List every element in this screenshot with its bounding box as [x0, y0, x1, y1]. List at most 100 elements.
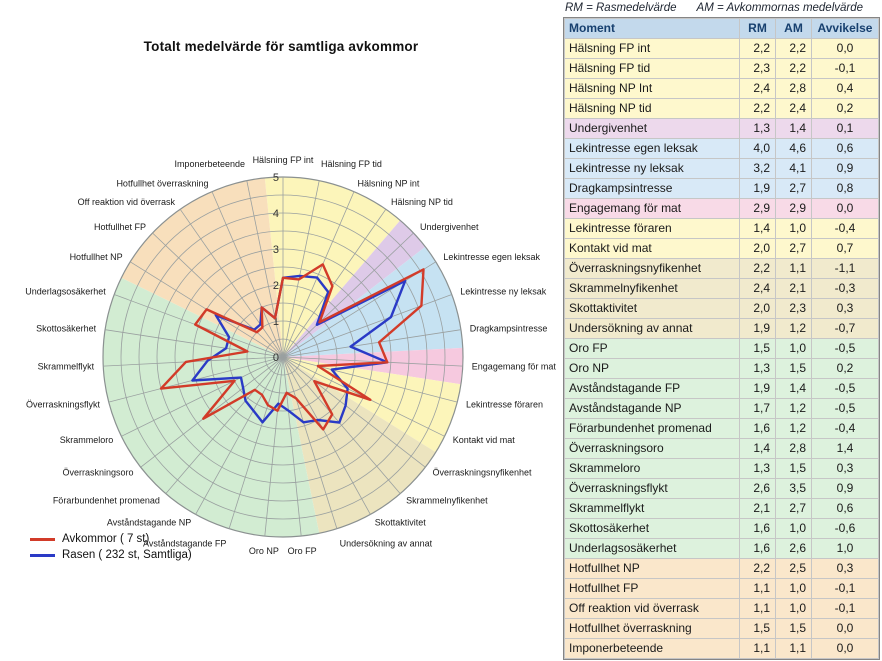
am-cell: 2,9 — [776, 199, 811, 218]
moment-cell: Lekintresse föraren — [565, 219, 739, 238]
rm-cell: 4,0 — [740, 139, 775, 158]
avvikelse-cell: -0,4 — [812, 219, 878, 238]
axis-spoke — [282, 356, 371, 515]
moments-table: Moment RM AM Avvikelse Hälsning FP int 2,… — [563, 17, 880, 660]
am-cell: 2,2 — [776, 59, 811, 78]
avvikelse-cell: 0,6 — [812, 139, 878, 158]
rm-cell: 2,0 — [740, 299, 775, 318]
moment-cell: Hotfullhet NP — [565, 559, 739, 578]
axis-label: Kontakt vid mat — [453, 435, 516, 445]
rm-cell: 1,4 — [740, 439, 775, 458]
am-cell: 4,1 — [776, 159, 811, 178]
avvikelse-cell: -0,5 — [812, 379, 878, 398]
axis-spoke — [282, 356, 302, 537]
table-header-row: Moment RM AM Avvikelse — [565, 19, 878, 38]
rm-cell: 1,1 — [740, 579, 775, 598]
table-row: Skottosäkerhet 1,6 1,0 -0,6 — [565, 519, 878, 538]
axis-spoke — [282, 180, 320, 358]
scale-tick-label: 0 — [273, 352, 279, 364]
avvikelse-cell: 0,0 — [812, 619, 878, 638]
legend-item-avkommor: Avkommor ( 7 st) — [30, 531, 192, 547]
moment-cell: Hälsning FP int — [565, 39, 739, 58]
axis-spoke — [282, 356, 463, 367]
avvikelse-cell: -0,6 — [812, 519, 878, 538]
am-cell: 1,5 — [776, 359, 811, 378]
category-wedge-yellow — [264, 176, 401, 357]
abbreviation-note: RM = Rasmedelvärde AM = Avkommornas medel… — [562, 0, 882, 17]
table-row: Hälsning NP tid 2,2 2,4 0,2 — [565, 99, 878, 118]
avvikelse-cell: 0,2 — [812, 359, 878, 378]
am-definition: AM = Avkommornas medelvärde — [696, 2, 864, 14]
moment-cell: Överraskningsflykt — [565, 479, 739, 498]
axis-label: Lekintresse egen leksak — [443, 252, 540, 262]
series-line-avkommor — [159, 263, 425, 431]
avvikelse-cell: 0,4 — [812, 79, 878, 98]
table-row: Överraskningsoro 1,4 2,8 1,4 — [565, 439, 878, 458]
radar-chart: 0 1 2 3 4 5 Hälsning FP int Hälsning FP tid Häls… — [25, 155, 557, 556]
axis-label: Hotfullhet överraskning — [116, 178, 208, 188]
table-row: Oro FP 1,5 1,0 -0,5 — [565, 339, 878, 358]
table-row: Lekintresse föraren 1,4 1,0 -0,4 — [565, 219, 878, 238]
am-cell: 2,5 — [776, 559, 811, 578]
rm-cell: 1,6 — [740, 419, 775, 438]
rm-cell: 2,0 — [740, 239, 775, 258]
moment-cell: Underlagsosäkerhet — [565, 539, 739, 558]
am-cell: 3,5 — [776, 479, 811, 498]
legend-item-rasen: Rasen ( 232 st, Samtliga) — [30, 547, 192, 563]
axis-label: Lekintresse ny leksak — [460, 286, 547, 296]
rm-cell: 2,3 — [740, 59, 775, 78]
moment-cell: Undersökning av annat — [565, 319, 739, 338]
axis-label: Oro NP — [249, 546, 279, 556]
moment-cell: Lekintresse egen leksak — [565, 139, 739, 158]
moment-cell: Dragkampsintresse — [565, 179, 739, 198]
avvikelse-cell: 0,3 — [812, 459, 878, 478]
chart-legend: Avkommor ( 7 st) Rasen ( 232 st, Samtlig… — [30, 531, 192, 563]
moment-cell: Förarbundenhet promenad — [565, 419, 739, 438]
moment-cell: Skrammelnyfikenhet — [565, 279, 739, 298]
axis-spoke — [228, 356, 284, 529]
table-row: Skrammeloro 1,3 1,5 0,3 — [565, 459, 878, 478]
axis-spoke — [282, 329, 461, 358]
category-wedge-peach — [121, 177, 284, 357]
table-row: Avståndstagande FP 1,9 1,4 -0,5 — [565, 379, 878, 398]
axis-spoke — [282, 191, 355, 358]
am-cell: 1,0 — [776, 339, 811, 358]
am-cell: 1,1 — [776, 639, 811, 658]
rm-cell: 2,9 — [740, 199, 775, 218]
moment-cell: Lekintresse ny leksak — [565, 159, 739, 178]
am-cell: 1,2 — [776, 399, 811, 418]
rm-cell: 1,9 — [740, 319, 775, 338]
axis-spoke — [121, 356, 284, 437]
rm-cell: 1,5 — [740, 339, 775, 358]
moment-cell: Hälsning FP tid — [565, 59, 739, 78]
category-wedge-pink — [283, 347, 464, 385]
am-cell: 4,6 — [776, 139, 811, 158]
am-cell: 1,0 — [776, 599, 811, 618]
am-cell: 2,2 — [776, 39, 811, 58]
axis-label: Skrammelnyfikenhet — [406, 495, 488, 505]
rm-cell: 1,3 — [740, 459, 775, 478]
table-row: Imponerbeteende 1,1 1,1 0,0 — [565, 639, 878, 658]
moment-cell: Hotfullhet överraskning — [565, 619, 739, 638]
series-line-rasen — [191, 274, 407, 424]
moment-cell: Hälsning NP tid — [565, 99, 739, 118]
rm-cell: 1,3 — [740, 119, 775, 138]
axis-label: Dragkampsintresse — [470, 323, 548, 333]
moment-cell: Skrammeloro — [565, 459, 739, 478]
avvikelse-cell: -1,1 — [812, 259, 878, 278]
rm-cell: 2,4 — [740, 279, 775, 298]
axis-label: Engagemang för mat — [472, 362, 557, 372]
avvikelse-cell: 0,0 — [812, 39, 878, 58]
axis-label: Skrammelflykt — [38, 362, 95, 372]
avvikelse-cell: -0,3 — [812, 279, 878, 298]
axis-spoke — [165, 356, 284, 494]
avvikelse-cell: -0,4 — [812, 419, 878, 438]
axis-spoke — [282, 356, 338, 529]
rm-cell: 1,1 — [740, 599, 775, 618]
rm-cell: 2,2 — [740, 99, 775, 118]
scale-tick-label: 3 — [273, 244, 279, 256]
header-am: AM — [776, 19, 811, 38]
table-row: Hotfullhet FP 1,1 1,0 -0,1 — [565, 579, 878, 598]
axis-label: Oro FP — [288, 546, 317, 556]
moment-cell: Engagemang för mat — [565, 199, 739, 218]
